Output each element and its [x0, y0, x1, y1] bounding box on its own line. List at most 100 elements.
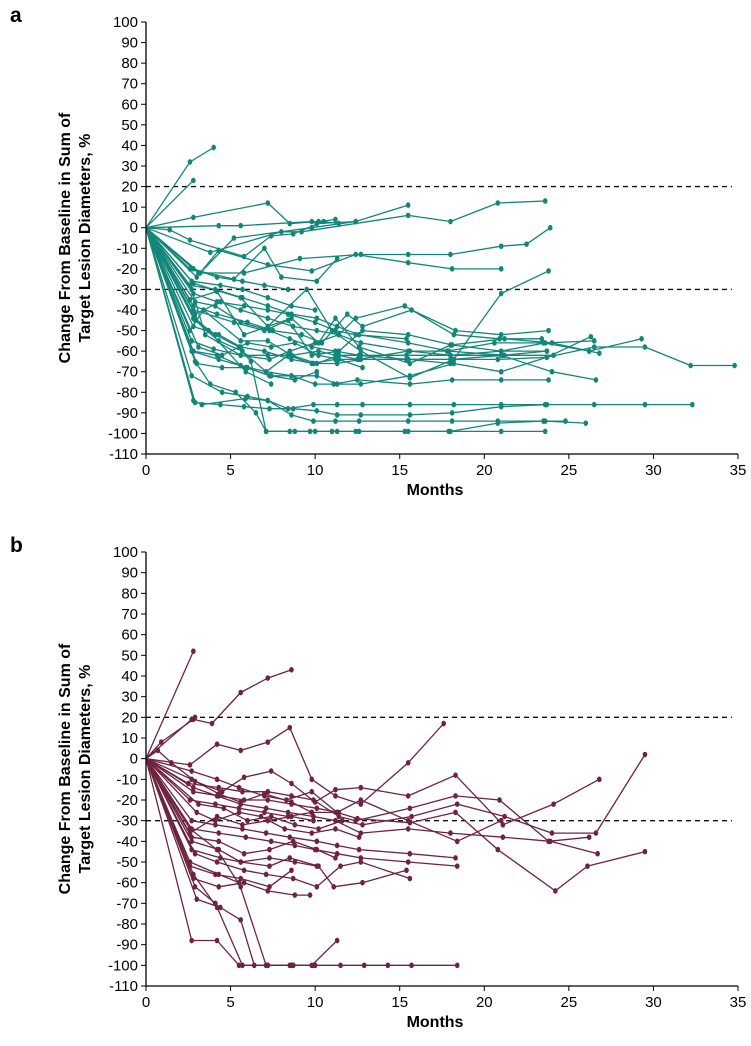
series-line-b-10 — [145, 758, 407, 888]
data-point-a-28-10 — [448, 360, 453, 367]
data-point-a-4-2 — [231, 235, 237, 241]
data-point-b-4-2 — [169, 760, 174, 766]
data-point-b-23-3 — [238, 917, 244, 923]
data-point-b-7-10 — [454, 801, 460, 807]
data-point-b-8-4 — [263, 830, 269, 836]
data-point-b-18-6 — [314, 846, 320, 853]
x-tick-label-b-25: 25 — [561, 994, 578, 1011]
y-tick-label-b-20: 20 — [121, 709, 138, 726]
y-tick-label-b--90: -90 — [116, 937, 138, 954]
data-point-b-6-13 — [595, 850, 600, 857]
data-point-a-25-8 — [360, 323, 365, 330]
data-point-b-7-6 — [316, 826, 321, 832]
data-point-b-3-2 — [214, 741, 220, 747]
y-tick-label-a-0: 0 — [130, 220, 138, 237]
data-point-b-7-14 — [642, 751, 648, 758]
data-point-b-27-3 — [238, 884, 244, 890]
data-point-b-23-2 — [218, 904, 223, 911]
data-point-a-25-2 — [214, 311, 220, 317]
series-line-a-4 — [145, 204, 409, 274]
data-point-a-21-7 — [331, 381, 337, 387]
data-point-b-9-2 — [214, 776, 220, 783]
data-point-a-27-12 — [551, 352, 556, 359]
data-point-a-19-3 — [233, 389, 238, 396]
data-point-b-3-6 — [309, 776, 315, 783]
data-point-a-13-13 — [588, 333, 594, 340]
panel-label-a: a — [10, 4, 22, 27]
data-point-b-3-3 — [238, 747, 244, 754]
data-point-a-24-4 — [267, 356, 272, 363]
data-point-b-18-1 — [189, 834, 194, 840]
data-point-b-2-1 — [158, 739, 164, 745]
series-line-a-18 — [145, 227, 586, 424]
data-point-b-22-1 — [189, 937, 194, 944]
data-point-a-30-5 — [289, 303, 294, 309]
data-point-b-8-7 — [334, 842, 340, 849]
data-point-b-16-5 — [289, 801, 294, 807]
data-point-a-24-3 — [238, 352, 244, 359]
data-point-b-23-8 — [338, 962, 343, 969]
data-point-a-8-6 — [448, 251, 453, 258]
y-tick-label-a-30: 30 — [121, 158, 138, 175]
x-tick-label-b-5: 5 — [226, 994, 234, 1011]
data-point-b-17-6 — [309, 809, 315, 816]
data-point-b-3-8 — [358, 801, 364, 807]
data-point-b-26-1 — [191, 871, 196, 878]
data-point-a-9-5 — [353, 251, 359, 258]
y-tick-label-a-50: 50 — [121, 117, 138, 134]
data-point-b-15-7 — [333, 826, 338, 832]
data-point-b-17-2 — [213, 801, 218, 807]
y-tick-label-a--50: -50 — [116, 323, 138, 340]
data-point-a-29-5 — [285, 311, 291, 317]
data-point-a-29-6 — [312, 319, 318, 326]
data-point-a-8-7 — [498, 243, 504, 250]
data-point-b-4-7 — [289, 780, 294, 787]
data-point-a-15-14 — [639, 336, 644, 342]
series-line-b-6 — [145, 758, 598, 855]
data-point-a-2-1 — [191, 214, 196, 221]
data-point-a-12-2 — [231, 319, 237, 326]
data-point-b-6-10 — [448, 830, 453, 836]
data-point-b-23-1 — [194, 896, 200, 902]
data-point-b-25-6 — [311, 962, 316, 969]
data-point-a-17-9 — [407, 401, 413, 408]
data-point-b-19-1 — [189, 846, 194, 853]
data-point-b-6-1 — [191, 784, 196, 791]
series-line-a-31 — [145, 227, 289, 291]
data-point-a-28-3 — [238, 319, 244, 326]
y-tick-label-b-50: 50 — [121, 647, 138, 664]
x-tick-label-b-35: 35 — [730, 994, 747, 1011]
data-point-a-2-3 — [287, 220, 293, 227]
data-point-b-4-11 — [405, 793, 411, 799]
data-point-a-11-12 — [597, 350, 602, 357]
data-point-a-25-10 — [453, 327, 458, 334]
data-point-b-7-9 — [409, 813, 414, 820]
data-point-a-7-6 — [334, 255, 340, 262]
data-point-a-34-4 — [268, 381, 274, 387]
data-point-a-18-1 — [189, 373, 194, 379]
data-point-b-20-8 — [353, 817, 359, 824]
data-point-b-11-2 — [214, 859, 220, 865]
y-tick-label-a-100: 100 — [113, 14, 138, 31]
data-point-a-22-12 — [549, 368, 555, 375]
x-tick-label-a-15: 15 — [391, 462, 408, 479]
data-point-b-6-8 — [358, 830, 364, 836]
data-point-a-16-2 — [218, 401, 223, 408]
data-point-b-5-12 — [553, 888, 558, 894]
data-point-a-17-2 — [199, 401, 205, 408]
data-point-a-33-7 — [336, 356, 342, 363]
y-tick-label-b--110: -110 — [109, 978, 138, 995]
data-point-b-6-11 — [500, 834, 506, 840]
data-point-b-3-1 — [187, 762, 193, 768]
data-point-a-24-6 — [312, 340, 318, 346]
data-point-a-28-7 — [333, 348, 338, 354]
chart-svg-b: 1009080706050403020100-10-20-30-40-50-60… — [57, 544, 747, 1031]
data-point-a-18-13 — [583, 420, 589, 426]
data-point-b-20-12 — [546, 838, 551, 845]
data-point-b-9-9 — [405, 817, 411, 824]
y-tick-label-b--70: -70 — [116, 895, 138, 912]
data-point-b-11-7 — [338, 863, 343, 869]
data-point-a-14-8 — [358, 381, 364, 387]
y-tick-label-a-20: 20 — [121, 179, 138, 196]
data-point-a-5-1 — [207, 249, 213, 256]
